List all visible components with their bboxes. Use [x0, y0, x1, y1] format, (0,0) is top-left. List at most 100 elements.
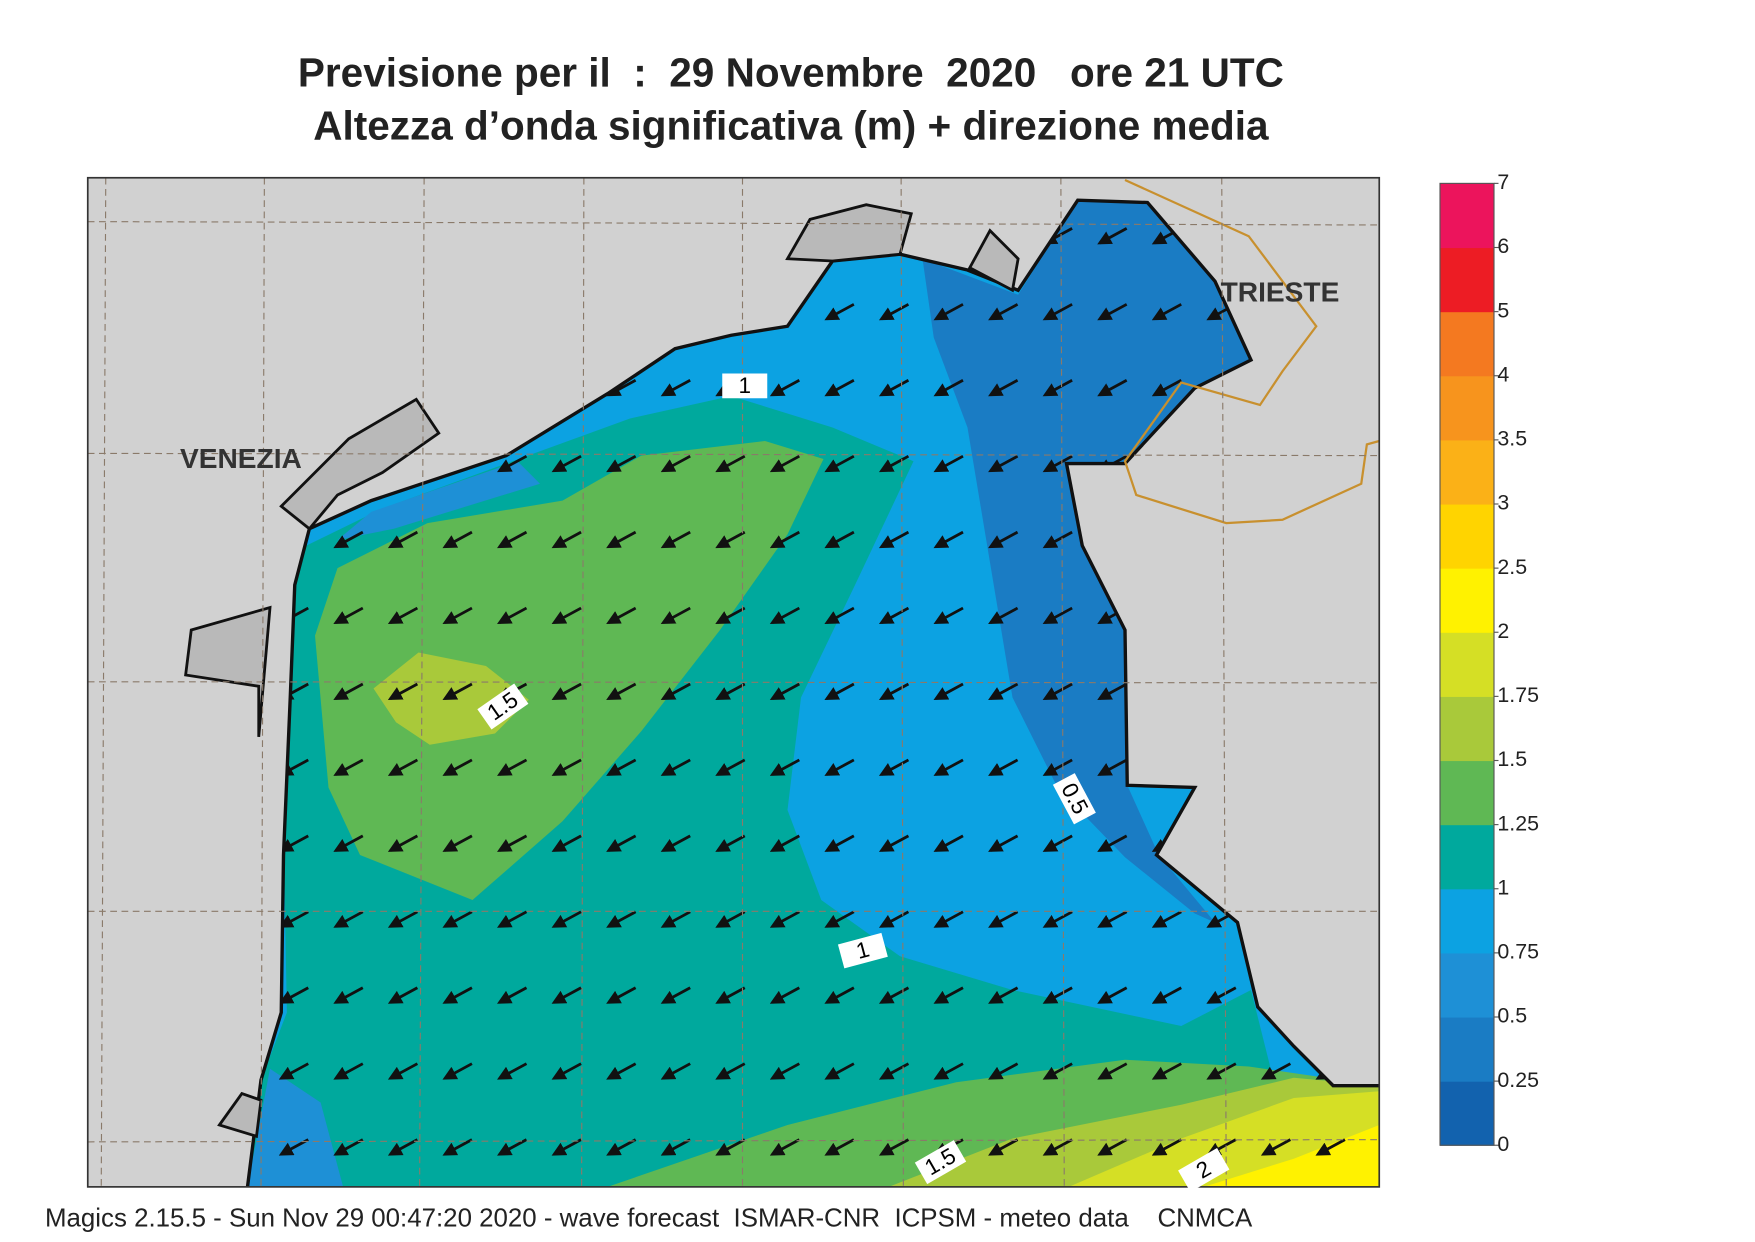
- contour-label: 1: [722, 373, 768, 399]
- direction-arrow: [660, 834, 691, 852]
- colorbar-tick-label: 0.25: [1497, 1068, 1539, 1092]
- direction-arrow: [660, 530, 691, 549]
- direction-arrow: [606, 758, 637, 776]
- colorbar-tick-label: 0.5: [1497, 1004, 1527, 1028]
- direction-arrow: [715, 834, 746, 852]
- colorbar-band: [1440, 824, 1494, 890]
- direction-arrow: [442, 986, 473, 1004]
- direction-arrow: [988, 986, 1019, 1004]
- direction-arrow: [387, 834, 419, 852]
- direction-arrow: [551, 1062, 582, 1080]
- direction-arrow: [1042, 986, 1073, 1004]
- contour-label: 2: [1178, 1148, 1230, 1192]
- direction-arrow: [1042, 303, 1073, 321]
- direction-arrow: [333, 530, 364, 549]
- direction-arrow: [551, 910, 582, 928]
- subtitle: Altezza d’onda significativa (m) + direz…: [313, 103, 1269, 149]
- direction-arrow: [1097, 379, 1128, 397]
- contour-label-box: [477, 683, 529, 730]
- colorbar-band: [1440, 632, 1494, 697]
- direction-arrow: [442, 530, 473, 549]
- direction-arrow: [878, 303, 910, 321]
- direction-arrow: [551, 834, 582, 852]
- direction-arrow: [988, 758, 1019, 776]
- direction-arrow: [278, 1062, 309, 1080]
- direction-arrow: [442, 606, 473, 625]
- colorbar-tick-label: 4: [1497, 362, 1509, 386]
- colorbar-band: [1440, 952, 1494, 1018]
- direction-arrow: [660, 758, 691, 776]
- direction-arrow: [606, 834, 637, 852]
- direction-arrow: [497, 1062, 528, 1080]
- map: VENEZIA TRIESTE 11.50.511.5 2: [86, 176, 1381, 1192]
- direction-arrow: [878, 606, 910, 625]
- direction-arrow: [988, 682, 1019, 700]
- direction-arrow: [933, 606, 964, 625]
- direction-arrow: [1042, 530, 1073, 549]
- direction-arrow: [1042, 682, 1073, 700]
- colorbar-band: [1440, 375, 1494, 441]
- contour-label-box: [1052, 773, 1096, 825]
- direction-arrow: [660, 682, 691, 700]
- direction-arrow: [1260, 1138, 1292, 1156]
- direction-arrow: [1042, 454, 1073, 473]
- direction-arrow: [769, 682, 800, 700]
- direction-arrow: [1260, 1062, 1292, 1080]
- direction-arrow: [442, 758, 473, 776]
- direction-arrow: [333, 1138, 364, 1156]
- direction-arrow: [933, 910, 964, 928]
- direction-arrow: [933, 530, 964, 549]
- direction-arrow: [606, 606, 637, 625]
- direction-arrow: [660, 1138, 691, 1156]
- direction-arrow: [551, 986, 582, 1004]
- direction-arrow: [715, 758, 746, 776]
- direction-arrow: [878, 682, 910, 700]
- colorbar-band: [1440, 504, 1494, 569]
- direction-arrow: [1151, 379, 1182, 397]
- direction-arrow: [1042, 1062, 1073, 1080]
- direction-arrow: [878, 454, 910, 473]
- colorbar-tick-label: 3.5: [1497, 427, 1527, 451]
- direction-arrow: [824, 682, 855, 700]
- direction-arrow: [387, 530, 419, 549]
- direction-arrow: [497, 454, 528, 473]
- footer: Magics 2.15.5 - Sun Nov 29 00:47:20 2020…: [45, 1204, 1253, 1232]
- direction-arrow: [878, 1138, 910, 1156]
- contour-label-box: [837, 932, 888, 969]
- direction-arrow: [606, 910, 637, 928]
- direction-arrow: [1097, 682, 1128, 700]
- colorbar-band: [1440, 888, 1494, 954]
- direction-arrow: [333, 606, 364, 625]
- direction-arrow: [1206, 1062, 1237, 1080]
- direction-arrow: [824, 1062, 855, 1080]
- direction-arrow: [933, 303, 964, 321]
- colorbar-tick-label: 1.75: [1497, 683, 1539, 707]
- direction-arrow: [660, 379, 691, 397]
- direction-arrow: [551, 1138, 582, 1156]
- direction-arrow: [715, 530, 746, 549]
- zone-venezia: [337, 461, 540, 540]
- direction-arrow: [1097, 834, 1128, 852]
- land-islands: [184, 203, 1020, 1139]
- direction-arrow: [333, 1062, 364, 1080]
- direction-arrow: [387, 606, 419, 625]
- direction-arrow: [551, 530, 582, 549]
- map-frame: [86, 176, 1381, 1188]
- colorbar-band: [1440, 760, 1494, 826]
- direction-arrow: [988, 1138, 1019, 1156]
- direction-arrow: [1206, 986, 1237, 1004]
- direction-arrow: [824, 910, 855, 928]
- direction-arrow: [1151, 1138, 1182, 1156]
- colorbar-tick-label: 1.25: [1497, 811, 1539, 835]
- direction-arrow: [824, 303, 855, 321]
- place-label: VENEZIA: [180, 443, 302, 474]
- direction-arrow: [278, 986, 309, 1004]
- direction-arrow: [715, 1138, 746, 1156]
- direction-arrow: [442, 682, 473, 700]
- direction-arrow: [988, 379, 1019, 397]
- contour-label-text: 1: [738, 373, 751, 398]
- coastline: [245, 198, 1380, 1188]
- contour-label: 1: [837, 932, 888, 969]
- direction-arrow: [387, 910, 419, 928]
- zone-05-075: [922, 200, 1251, 923]
